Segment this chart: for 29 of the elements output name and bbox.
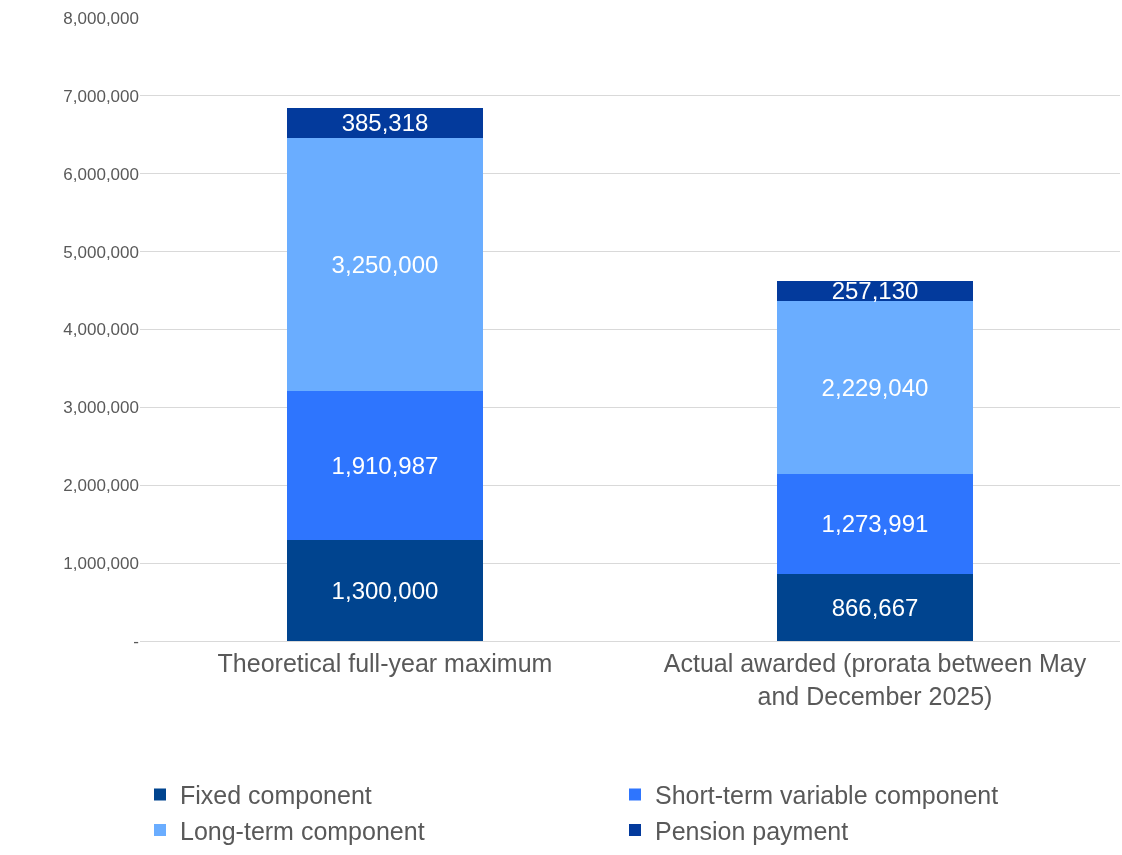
bar	[287, 137, 483, 391]
bar	[777, 474, 973, 574]
legend-label: Long-term component	[180, 816, 425, 845]
y-tick-label: -	[133, 631, 139, 651]
data-label: 385,318	[341, 109, 429, 137]
y-tick-label: 1,000,000	[63, 554, 139, 574]
data-label: 2,229,040	[821, 374, 929, 402]
data-label: 866,667	[831, 593, 919, 621]
data-label: 1,273,991	[821, 510, 929, 538]
bar	[287, 539, 483, 641]
legend-label: Fixed component	[180, 781, 372, 810]
y-tick-label: 2,000,000	[63, 476, 139, 496]
x-tick-label: Theoretical full-year maximum	[217, 649, 553, 677]
bar	[777, 573, 973, 641]
data-label: 1,910,987	[331, 451, 439, 479]
legend-label: Short-term variable component	[655, 781, 999, 810]
legend-label: Pension payment	[655, 816, 849, 845]
data-label: 257,130	[831, 277, 919, 305]
x-tick-label: Actual awarded (prorata between May and December 2025)	[663, 649, 1087, 710]
y-tick-label: 7,000,000	[63, 86, 139, 106]
y-tick-label: 4,000,000	[63, 320, 139, 340]
bar	[777, 300, 973, 475]
bar	[287, 390, 483, 540]
y-tick-label: 8,000,000	[63, 8, 139, 28]
y-tick-label: 6,000,000	[63, 164, 139, 184]
data-label: 3,250,000	[331, 250, 439, 278]
data-label: 1,300,000	[331, 576, 439, 604]
y-tick-label: 5,000,000	[63, 242, 139, 262]
y-tick-label: 3,000,000	[63, 398, 139, 418]
